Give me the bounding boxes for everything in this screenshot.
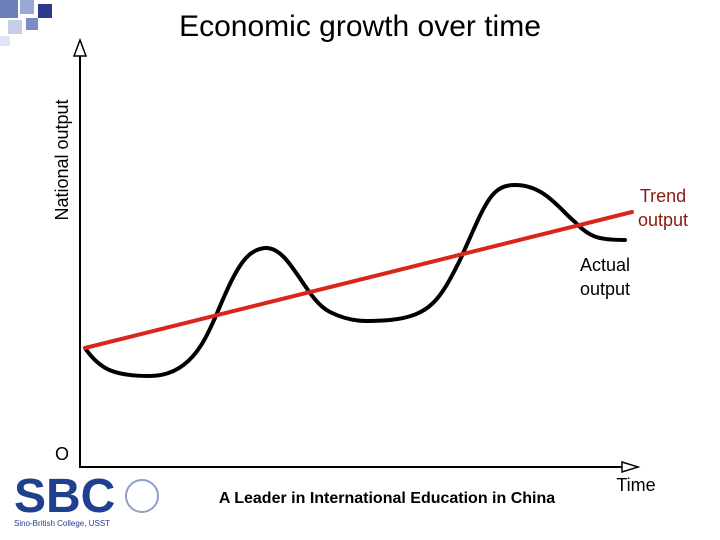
y-axis-label: National output — [52, 99, 72, 220]
origin-label: O — [55, 444, 69, 464]
logo-subtitle: Sino-British College, USST — [14, 519, 110, 528]
actual-curve — [83, 182, 627, 379]
decor-squares — [0, 0, 52, 46]
trend-label: Trend — [640, 186, 686, 206]
trend-line — [83, 210, 634, 350]
title: Economic growth over time — [179, 10, 541, 43]
actual-label: Actual — [580, 255, 630, 275]
axes — [72, 37, 641, 474]
footer: A Leader in International Education in C… — [219, 490, 555, 507]
logo-name: SBC — [14, 470, 115, 523]
logo: SBC Sino-British College, USST — [14, 470, 159, 528]
x-axis-label: Time — [616, 475, 655, 495]
actual-label: output — [580, 279, 630, 299]
trend-label: output — [638, 210, 688, 230]
